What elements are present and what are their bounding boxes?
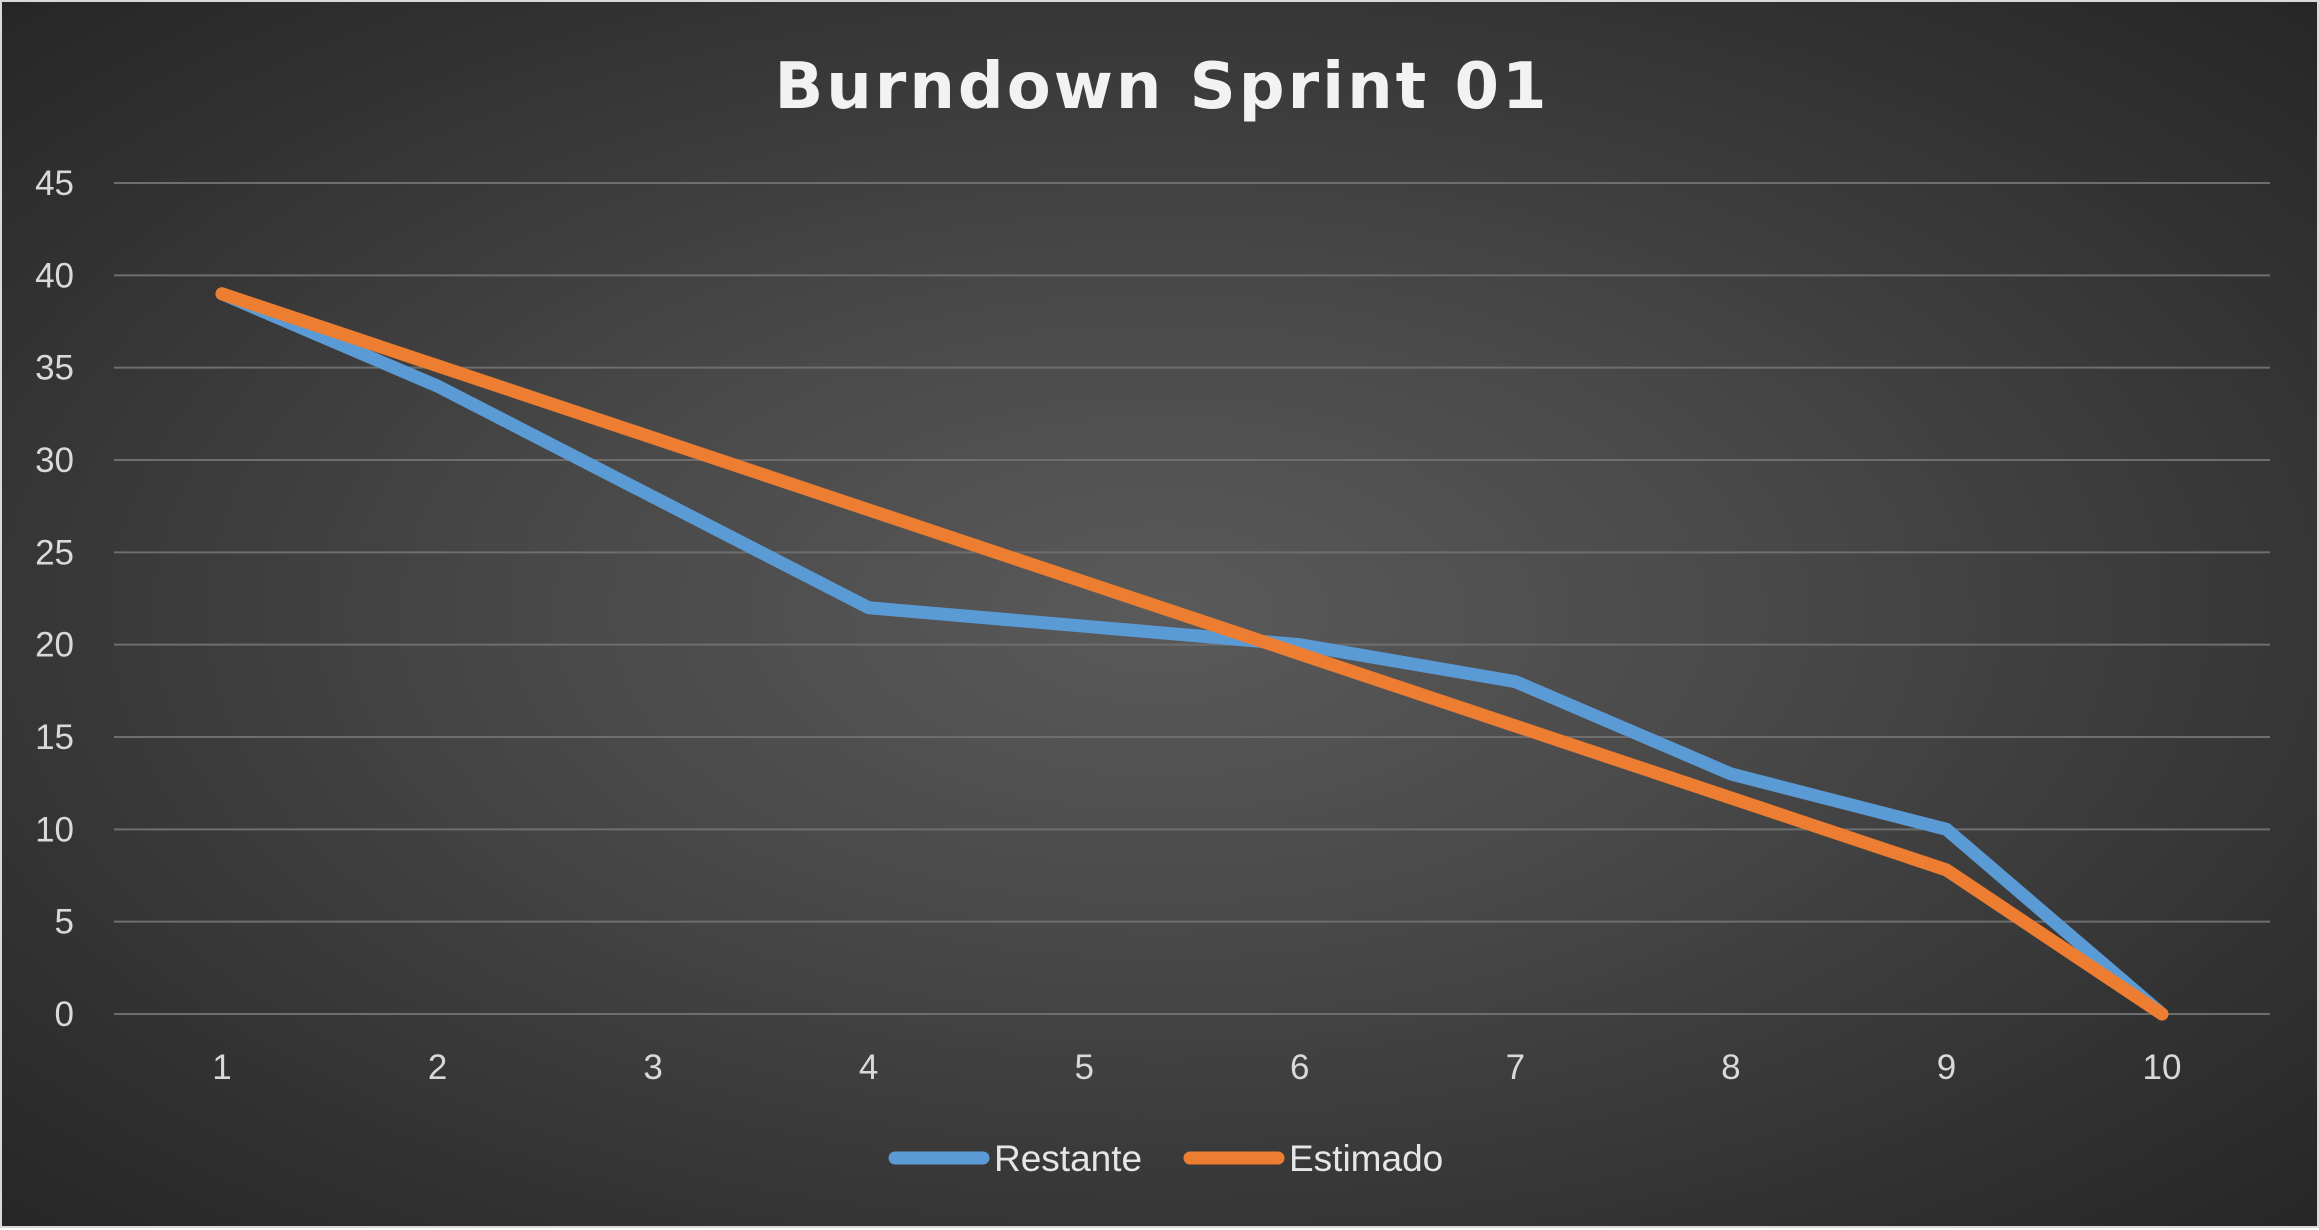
chart-title: Burndown Sprint 01 [774, 50, 1549, 124]
series-line-estimado [215, 287, 2169, 1021]
y-axis-ticks: 0 5 10 15 20 25 30 35 40 45 [35, 164, 74, 1034]
y-tick-label: 10 [35, 810, 74, 849]
legend-label-restante: Restante [994, 1138, 1142, 1179]
y-tick-label: 40 [35, 256, 74, 295]
series-lines [215, 287, 2169, 1021]
y-tick-label: 15 [35, 718, 74, 757]
x-tick-label: 5 [1074, 1048, 1093, 1087]
legend-label-estimado: Estimado [1289, 1138, 1443, 1179]
y-tick-label: 45 [35, 164, 74, 203]
x-tick-label: 1 [212, 1048, 231, 1087]
y-tick-label: 0 [55, 995, 74, 1034]
x-tick-label: 2 [428, 1048, 447, 1087]
x-axis-ticks: 1 2 3 4 5 6 7 8 9 10 [212, 1048, 2181, 1087]
x-tick-label: 9 [1937, 1048, 1956, 1087]
x-tick-label: 8 [1721, 1048, 1740, 1087]
legend: Restante Estimado [888, 1138, 1443, 1179]
y-tick-label: 35 [35, 349, 74, 388]
y-tick-label: 25 [35, 533, 74, 572]
x-tick-label: 3 [643, 1048, 662, 1087]
y-tick-label: 30 [35, 441, 74, 480]
gridlines [114, 182, 2270, 1015]
x-tick-label: 4 [859, 1048, 878, 1087]
series-line-restante [215, 287, 2169, 1021]
x-tick-label: 10 [2143, 1048, 2182, 1087]
y-tick-label: 5 [55, 903, 74, 942]
y-tick-label: 20 [35, 626, 74, 665]
x-tick-label: 6 [1290, 1048, 1309, 1087]
x-tick-label: 7 [1506, 1048, 1525, 1087]
